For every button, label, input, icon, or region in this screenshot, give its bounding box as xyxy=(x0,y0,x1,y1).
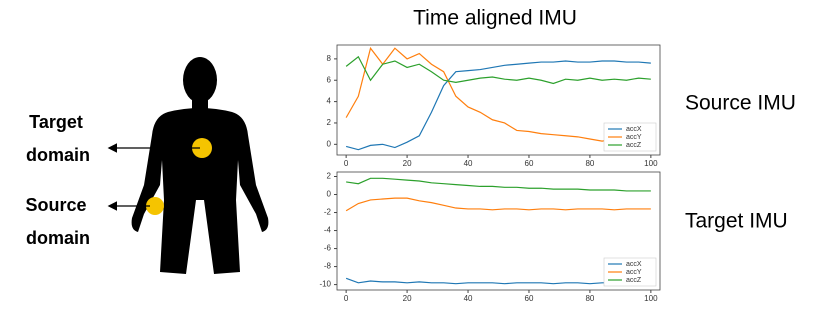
data-line xyxy=(346,177,651,192)
x-tick-label: 40 xyxy=(464,294,473,303)
x-tick-label: 80 xyxy=(585,294,594,303)
legend-label: accY xyxy=(626,269,642,276)
y-tick-label: 2 xyxy=(327,118,332,127)
x-tick-label: 80 xyxy=(585,159,594,168)
y-tick-label: 8 xyxy=(327,54,332,63)
data-line xyxy=(345,60,651,151)
y-tick-label: 0 xyxy=(327,190,332,199)
legend-label: accX xyxy=(626,261,642,268)
y-tick-label: 4 xyxy=(327,97,332,106)
y-tick-label: 2 xyxy=(327,172,332,181)
x-tick-label: 60 xyxy=(525,294,534,303)
source-sensor xyxy=(146,197,164,215)
x-tick-label: 100 xyxy=(644,294,658,303)
x-tick-label: 100 xyxy=(644,159,658,168)
y-tick-label: -2 xyxy=(324,208,332,217)
y-tick-label: 0 xyxy=(327,139,332,148)
source-imu-label: Source IMU xyxy=(685,92,796,115)
data-line xyxy=(345,197,651,212)
legend-label: accZ xyxy=(626,277,642,284)
x-tick-label: 20 xyxy=(403,294,412,303)
y-tick-label: -10 xyxy=(319,280,331,289)
x-tick-label: 40 xyxy=(464,159,473,168)
data-line xyxy=(345,55,651,85)
x-tick-label: 0 xyxy=(344,159,349,168)
legend-label: accX xyxy=(626,126,642,133)
y-tick-label: -4 xyxy=(324,226,332,235)
y-tick-label: -6 xyxy=(324,244,332,253)
data-line xyxy=(345,277,651,285)
legend-label: accZ xyxy=(626,142,642,149)
y-tick-label: 6 xyxy=(327,75,332,84)
plot-frame xyxy=(336,44,661,156)
x-tick-label: 60 xyxy=(525,159,534,168)
source-domain-label: Source xyxy=(25,195,86,215)
figure-title: Time aligned IMU xyxy=(413,7,577,30)
x-tick-label: 0 xyxy=(344,294,349,303)
target-sensor xyxy=(192,138,212,158)
data-line xyxy=(345,46,651,142)
y-tick-label: -8 xyxy=(324,262,332,271)
body-silhouette xyxy=(131,57,269,274)
target-imu-label: Target IMU xyxy=(685,210,788,233)
x-tick-label: 20 xyxy=(403,159,412,168)
target-domain-label: domain xyxy=(26,145,90,165)
target-domain-label: Target xyxy=(29,112,83,132)
source-domain-label: domain xyxy=(26,228,90,248)
legend-label: accY xyxy=(626,134,642,141)
